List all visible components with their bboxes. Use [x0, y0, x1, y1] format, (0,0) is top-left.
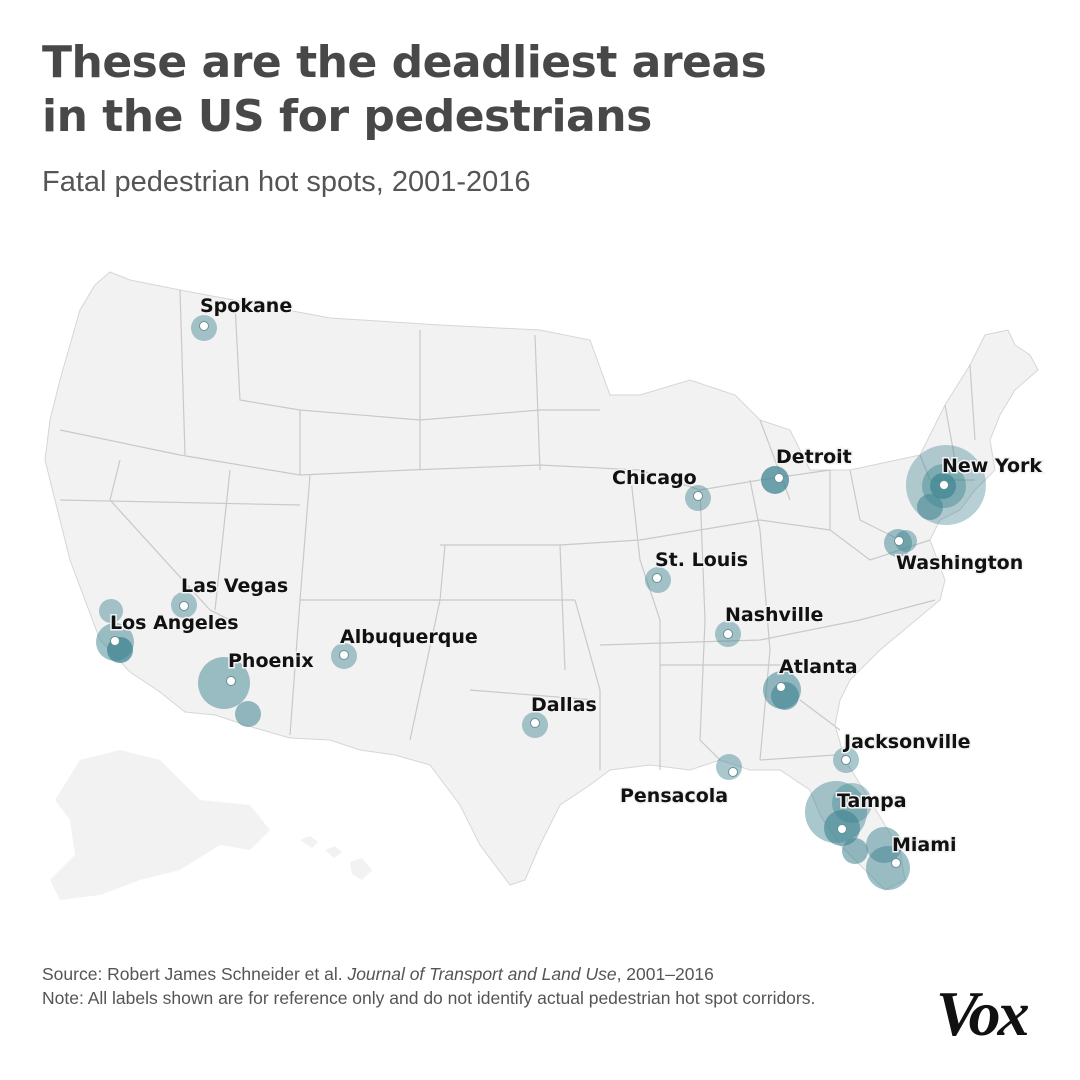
city-marker-spokane [199, 321, 209, 331]
title-line-2: in the US for pedestrians [42, 91, 652, 142]
city-marker-phoenix [226, 676, 236, 686]
city-label-nashville: Nashville [725, 604, 823, 626]
city-labels: Spokane Chicago Detroit New York Washington S… [109, 294, 1044, 858]
city-label-los-angeles: Los Angeles [110, 612, 239, 634]
alaska-shape [50, 750, 270, 900]
city-marker-albuquerque [339, 650, 349, 660]
hotspot-bubble-phoenix-0 [198, 657, 250, 709]
city-marker-tampa [837, 824, 847, 834]
city-label-miami: Miami [892, 834, 957, 856]
city-label-detroit: Detroit [776, 446, 852, 468]
hotspot-bubble-phoenix-1 [235, 701, 261, 727]
city-label-new-york: New York [942, 455, 1042, 477]
city-label-pensacola: Pensacola [620, 785, 728, 807]
city-marker-nashville [723, 629, 733, 639]
city-marker-los-angeles [110, 636, 120, 646]
city-marker-chicago [693, 491, 703, 501]
hotspot-bubble-pensacola-0 [716, 754, 742, 780]
contiguous-us-shape [44, 271, 1039, 891]
city-label-albuquerque: Albuquerque [340, 626, 478, 648]
hotspot-bubble-new-york-3 [917, 494, 943, 520]
city-marker-jacksonville [841, 755, 851, 765]
city-marker-washington [894, 536, 904, 546]
state-borders [59, 289, 976, 770]
chart-subtitle: Fatal pedestrian hot spots, 2001-2016 [42, 166, 531, 198]
title-line-1: These are the deadliest areas [42, 37, 767, 88]
hotspot-bubble-miami-1 [866, 846, 910, 890]
city-marker-new-york [939, 480, 949, 490]
hawaii-shape [300, 836, 372, 880]
chart-title: These are the deadliest areas in the US … [42, 36, 942, 144]
hotspot-bubble-tampa-3 [842, 838, 868, 864]
source-line: Source: Robert James Schneider et al. Jo… [42, 962, 882, 986]
us-landmass [44, 271, 1039, 900]
city-marker-atlanta [776, 682, 786, 692]
city-label-spokane: Spokane [200, 295, 292, 317]
city-marker-miami [891, 858, 901, 868]
city-marker-pensacola [728, 767, 738, 777]
hotspot-bubble-los-angeles-0 [99, 599, 123, 623]
city-label-jacksonville: Jacksonville [842, 731, 971, 753]
city-label-atlanta: Atlanta [779, 656, 858, 678]
hotspot-bubble-washington-1 [895, 530, 917, 552]
vox-logo: Vox [936, 978, 1030, 1049]
city-marker-dallas [530, 718, 540, 728]
hotspot-bubbles [96, 315, 986, 890]
city-label-dallas: Dallas [531, 694, 597, 716]
city-label-st-louis: St. Louis [655, 549, 748, 571]
footer-notes: Source: Robert James Schneider et al. Jo… [42, 962, 882, 1010]
city-marker-st-louis [652, 573, 662, 583]
city-marker-las-vegas [179, 601, 189, 611]
note-line: Note: All labels shown are for reference… [42, 988, 816, 1008]
source-prefix: Source: Robert James Schneider et al. [42, 964, 348, 984]
hotspot-markers [110, 321, 949, 868]
source-suffix: , 2001–2016 [616, 964, 714, 984]
city-label-chicago: Chicago [612, 467, 697, 489]
city-label-phoenix: Phoenix [228, 650, 314, 672]
city-marker-detroit [774, 473, 784, 483]
source-journal: Journal of Transport and Land Use [347, 964, 617, 984]
city-label-tampa: Tampa [837, 790, 907, 812]
city-label-washington: Washington [896, 552, 1023, 574]
city-label-las-vegas: Las Vegas [181, 575, 288, 597]
